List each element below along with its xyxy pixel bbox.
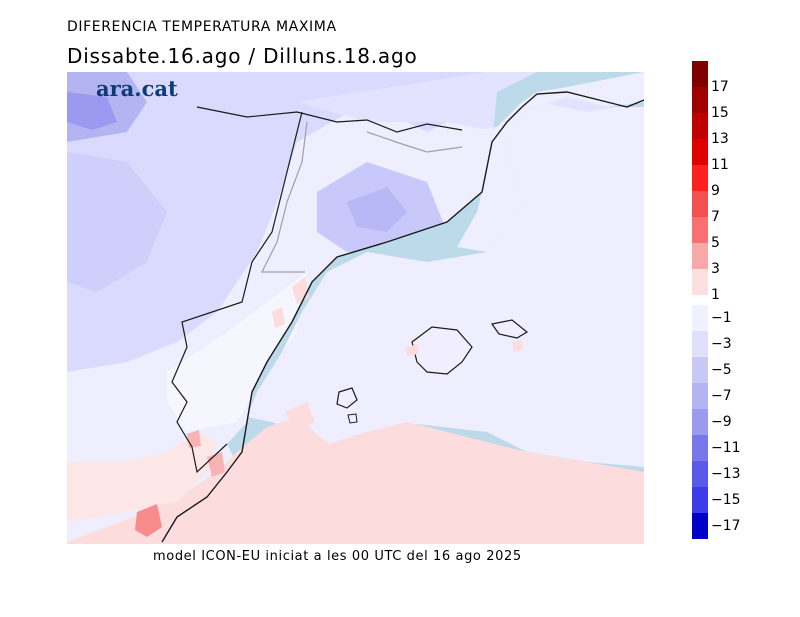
cold-region-west-mid	[67, 152, 167, 292]
legend-cold-label-5: −11	[711, 440, 741, 456]
model-caption: model ICON-EU iniciat a les 00 UTC del 1…	[153, 549, 522, 564]
legend-cold-swatch-2	[692, 357, 708, 383]
border-pyrenees	[366, 131, 463, 153]
legend-warm-swatch-5	[692, 191, 708, 217]
legend-cold-label-0: −1	[711, 310, 732, 326]
legend-cold-label-7: −15	[711, 492, 741, 508]
legend-warm-label-8: 1	[711, 287, 720, 303]
warm-region-south	[67, 417, 644, 544]
legend-warm-swatch-8	[692, 269, 708, 295]
cold-region-pyrenees	[347, 187, 407, 232]
legend-warm-label-6: 5	[711, 235, 720, 251]
france-coast-land	[457, 72, 644, 252]
warm-patch-coast-3	[285, 402, 315, 432]
legend-warm-label-7: 3	[711, 261, 720, 277]
legend-cold-swatch-0	[692, 305, 708, 331]
menorca	[490, 319, 529, 339]
legend-cold-swatch-1	[692, 331, 708, 357]
color-legend: 17 15 13 11 9 7 5 3 1 −1 −3 −5 −7 −9 −11 −13 −15 −17	[692, 61, 752, 556]
cold-region-west	[67, 72, 487, 372]
legend-cold-label-3: −7	[711, 388, 732, 404]
legend-warm-swatch-3	[692, 139, 708, 165]
legend-warm-swatch-4	[692, 165, 708, 191]
warm-patch-mallorca	[405, 344, 419, 356]
legend-warm-label-4: 9	[711, 183, 720, 199]
mallorca	[411, 326, 473, 375]
coastline-north	[196, 106, 463, 133]
legend-cold-swatch-8	[692, 513, 708, 539]
legend-cold-label-6: −13	[711, 466, 741, 482]
legend-cold-swatch-3	[692, 383, 708, 409]
map-subtitle: Dissabte.16.ago / Dilluns.18.ago	[67, 44, 418, 68]
ibiza	[336, 387, 358, 409]
legend-cold-label-8: −17	[711, 518, 741, 534]
legend-warm-label-1: 15	[711, 105, 729, 121]
legend-warm-label-0: 17	[711, 79, 729, 95]
legend-warm-swatch-7	[692, 243, 708, 269]
warm-hotspot-1	[135, 504, 162, 537]
legend-cold-label-2: −5	[711, 362, 732, 378]
warm-region-sw	[67, 432, 217, 522]
legend-cold-label-1: −3	[711, 336, 732, 352]
legend-cold-label-4: −9	[711, 414, 732, 430]
formentera	[347, 413, 358, 424]
temperature-map	[67, 72, 644, 544]
legend-cold-swatch-5	[692, 435, 708, 461]
border-aragon	[171, 111, 303, 474]
legend-cold-swatch-6	[692, 461, 708, 487]
legend-cold-swatch-7	[692, 487, 708, 513]
cold-region-nw-core	[67, 92, 117, 130]
legend-warm-swatch-6	[692, 217, 708, 243]
legend-warm-label-5: 7	[711, 209, 720, 225]
map-title: DIFERENCIA TEMPERATURA MAXIMA	[67, 19, 337, 35]
legend-cold-swatch-4	[692, 409, 708, 435]
legend-warm-swatch-2	[692, 113, 708, 139]
coastline-france	[521, 91, 644, 108]
warm-patch-menorca	[512, 340, 523, 352]
legend-warm-swatch-0	[692, 61, 708, 87]
border-catalonia	[261, 121, 308, 273]
legend-warm-label-3: 11	[711, 157, 729, 173]
legend-warm-label-2: 13	[711, 131, 729, 147]
warm-patch-coast-2	[272, 307, 285, 328]
brand-logo: ara.cat	[96, 76, 178, 101]
coastline-iberia	[161, 106, 523, 543]
legend-warm-swatch-1	[692, 87, 708, 113]
